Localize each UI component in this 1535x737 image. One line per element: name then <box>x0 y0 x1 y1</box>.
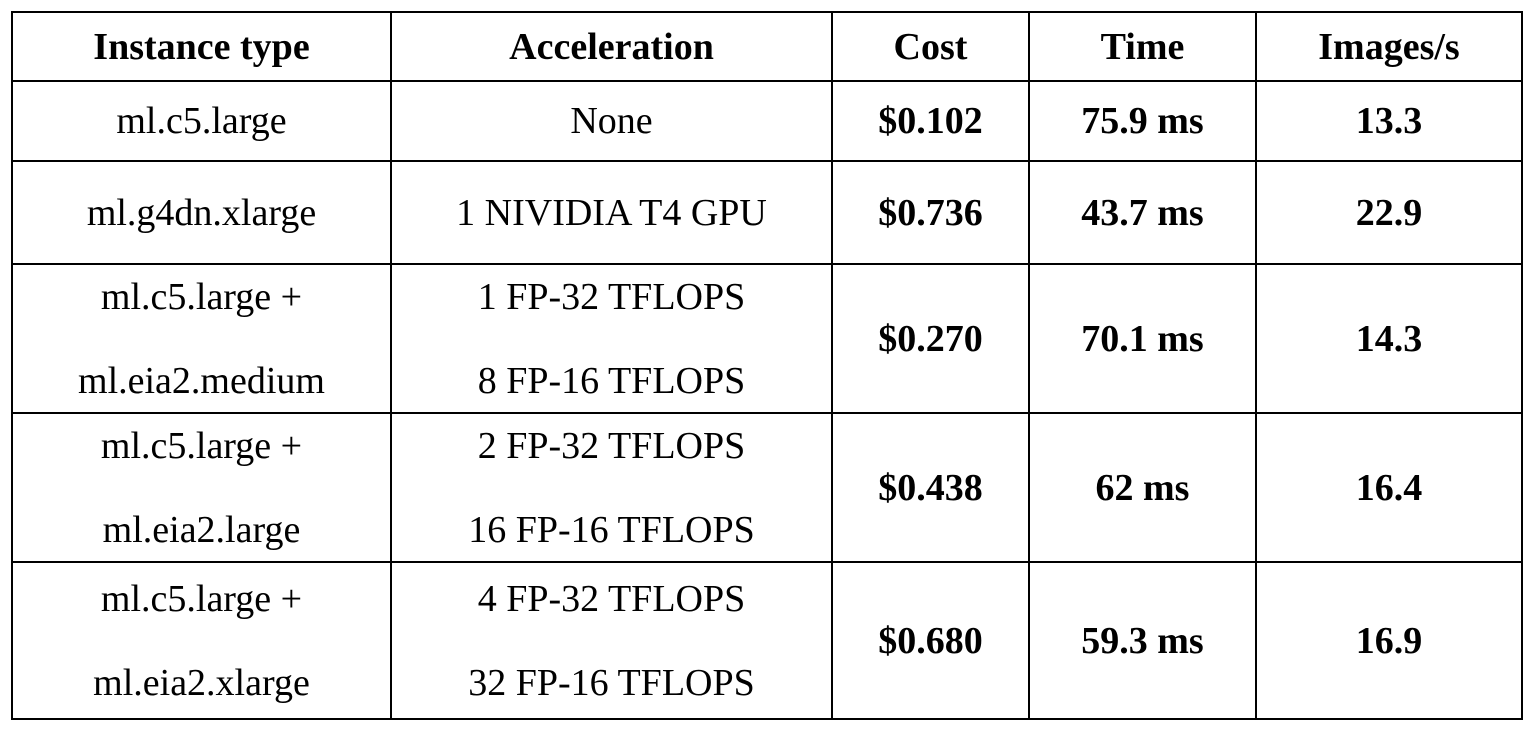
time-cell: 75.9 ms <box>1028 80 1257 162</box>
column-header-images-per-second: Images/s <box>1255 11 1523 82</box>
images-per-second-cell: 22.9 <box>1255 160 1523 265</box>
cost-cell: $0.438 <box>831 412 1030 563</box>
instance-comparison-table: Instance type Acceleration Cost Time Ima… <box>11 11 1523 720</box>
time-cell: 62 ms <box>1028 412 1257 563</box>
acceleration-line: 1 FP-32 TFLOPS <box>477 275 746 318</box>
table-row: ml.c5.large + ml.eia2.xlarge 4 FP-32 TFL… <box>11 561 1523 720</box>
time-cell: 70.1 ms <box>1028 263 1257 414</box>
table-row: ml.c5.large + ml.eia2.large 2 FP-32 TFLO… <box>11 412 1523 563</box>
column-header-cost: Cost <box>831 11 1030 82</box>
instance-type-cell: ml.c5.large + ml.eia2.large <box>11 412 392 563</box>
cost-cell: $0.736 <box>831 160 1030 265</box>
cost-cell: $0.270 <box>831 263 1030 414</box>
table-row: ml.g4dn.xlarge 1 NIVIDIA T4 GPU $0.736 4… <box>11 160 1523 265</box>
column-header-instance-type: Instance type <box>11 11 392 82</box>
acceleration-line: 8 FP-16 TFLOPS <box>477 359 746 402</box>
cost-cell: $0.680 <box>831 561 1030 720</box>
comparison-table-container: Instance type Acceleration Cost Time Ima… <box>11 11 1523 720</box>
instance-type-cell: ml.c5.large <box>11 80 392 162</box>
instance-type-cell: ml.c5.large + ml.eia2.medium <box>11 263 392 414</box>
acceleration-line: 1 NIVIDIA T4 GPU <box>456 191 767 234</box>
header-row: Instance type Acceleration Cost Time Ima… <box>11 11 1523 82</box>
instance-type-line: ml.eia2.medium <box>78 359 325 402</box>
acceleration-cell: 1 NIVIDIA T4 GPU <box>390 160 833 265</box>
acceleration-line: 16 FP-16 TFLOPS <box>468 508 755 551</box>
acceleration-line: 4 FP-32 TFLOPS <box>477 577 746 620</box>
instance-type-line: ml.c5.large + <box>100 424 303 467</box>
instance-type-line: ml.g4dn.xlarge <box>86 191 317 234</box>
acceleration-line: 32 FP-16 TFLOPS <box>468 661 755 704</box>
acceleration-cell: 2 FP-32 TFLOPS 16 FP-16 TFLOPS <box>390 412 833 563</box>
acceleration-line: None <box>570 100 653 142</box>
instance-type-line: ml.c5.large <box>116 100 287 142</box>
time-cell: 59.3 ms <box>1028 561 1257 720</box>
images-per-second-cell: 16.4 <box>1255 412 1523 563</box>
instance-type-cell: ml.c5.large + ml.eia2.xlarge <box>11 561 392 720</box>
images-per-second-cell: 16.9 <box>1255 561 1523 720</box>
table-row: ml.c5.large None $0.102 75.9 ms 13.3 <box>11 80 1523 162</box>
column-header-acceleration: Acceleration <box>390 11 833 82</box>
cost-cell: $0.102 <box>831 80 1030 162</box>
instance-type-line: ml.eia2.xlarge <box>93 661 310 704</box>
acceleration-cell: 4 FP-32 TFLOPS 32 FP-16 TFLOPS <box>390 561 833 720</box>
images-per-second-cell: 14.3 <box>1255 263 1523 414</box>
instance-type-line: ml.eia2.large <box>102 508 301 551</box>
acceleration-line: 2 FP-32 TFLOPS <box>477 424 746 467</box>
acceleration-cell: 1 FP-32 TFLOPS 8 FP-16 TFLOPS <box>390 263 833 414</box>
column-header-time: Time <box>1028 11 1257 82</box>
instance-type-line: ml.c5.large + <box>100 275 303 318</box>
time-cell: 43.7 ms <box>1028 160 1257 265</box>
table-row: ml.c5.large + ml.eia2.medium 1 FP-32 TFL… <box>11 263 1523 414</box>
images-per-second-cell: 13.3 <box>1255 80 1523 162</box>
instance-type-cell: ml.g4dn.xlarge <box>11 160 392 265</box>
instance-type-line: ml.c5.large + <box>100 577 303 620</box>
acceleration-cell: None <box>390 80 833 162</box>
